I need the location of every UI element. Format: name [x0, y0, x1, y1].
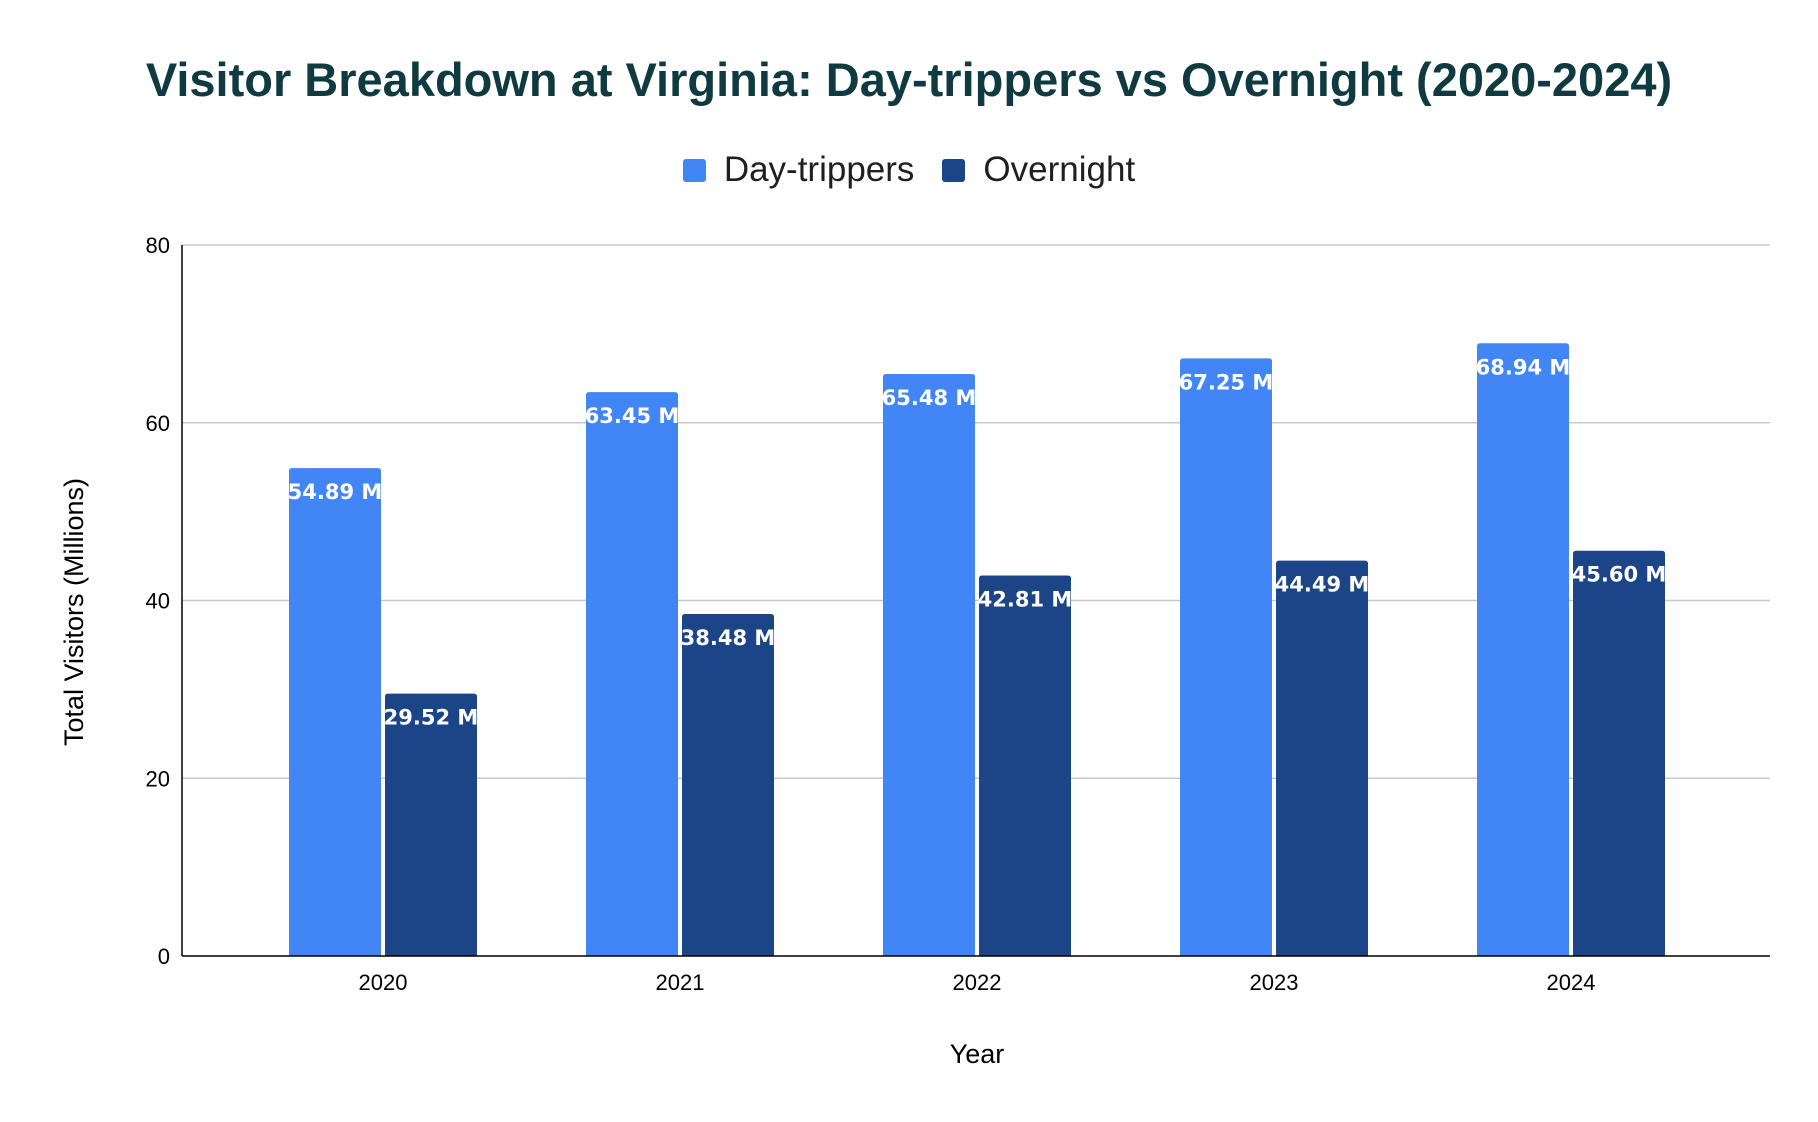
data-label: 63.45 M: [585, 404, 680, 428]
data-label: 67.25 M: [1179, 370, 1274, 394]
data-label: 45.60 M: [1572, 563, 1667, 587]
x-tick-labels: 2020 2021 2022 2023 2024: [359, 970, 1596, 995]
x-tick-label: 2022: [953, 970, 1002, 995]
y-tick-label: 20: [146, 766, 170, 791]
y-tick-label: 60: [146, 411, 170, 436]
x-tick-label: 2024: [1547, 970, 1596, 995]
bar-day-trippers-2024[interactable]: [1477, 343, 1569, 956]
bar-overnight-2024[interactable]: [1573, 550, 1665, 956]
bar-overnight-2022[interactable]: [979, 575, 1071, 956]
data-label: 38.48 M: [681, 626, 776, 650]
y-axis-title: Total Visitors (Millions): [59, 478, 89, 746]
legend-item-day-trippers[interactable]: Day-trippers: [682, 150, 915, 190]
bar-day-trippers-2021[interactable]: [586, 392, 678, 956]
data-label: 65.48 M: [882, 386, 977, 410]
x-tick-label: 2021: [656, 970, 705, 995]
legend-item-overnight[interactable]: Overnight: [942, 150, 1135, 190]
x-tick-label: 2020: [359, 970, 408, 995]
bar-overnight-2023[interactable]: [1276, 560, 1368, 956]
data-label: 29.52 M: [384, 706, 479, 730]
y-tick-label: 80: [146, 233, 170, 258]
bar-day-trippers-2020[interactable]: [289, 468, 381, 956]
bar-day-trippers-2023[interactable]: [1180, 358, 1272, 956]
data-label: 68.94 M: [1476, 355, 1571, 379]
y-tick-label: 40: [146, 589, 170, 614]
y-tick-labels: 0 20 40 60 80: [146, 233, 170, 969]
x-tick-label: 2023: [1250, 970, 1299, 995]
bars: [289, 343, 1665, 956]
legend-label-day-trippers: Day-trippers: [723, 150, 915, 189]
data-label: 54.89 M: [288, 480, 383, 504]
x-axis-title: Year: [950, 1039, 1005, 1069]
legend-swatch-overnight: [942, 158, 966, 182]
legend: Day-trippers Overnight: [0, 150, 1818, 190]
chart-title: Visitor Breakdown at Virginia: Day-tripp…: [145, 53, 1673, 106]
y-tick-label: 0: [158, 944, 170, 969]
bar-overnight-2021[interactable]: [682, 614, 774, 956]
bar-overnight-2020[interactable]: [385, 693, 477, 956]
data-label: 42.81 M: [978, 588, 1073, 612]
legend-swatch-day-trippers: [682, 158, 706, 182]
axes: [181, 245, 1770, 957]
bar-day-trippers-2022[interactable]: [883, 374, 975, 956]
legend-label-overnight: Overnight: [983, 150, 1136, 189]
data-label: 44.49 M: [1275, 573, 1370, 597]
data-labels: 54.89 M 29.52 M 63.45 M 38.48 M 65.48 M 42.81…: [288, 355, 1667, 729]
